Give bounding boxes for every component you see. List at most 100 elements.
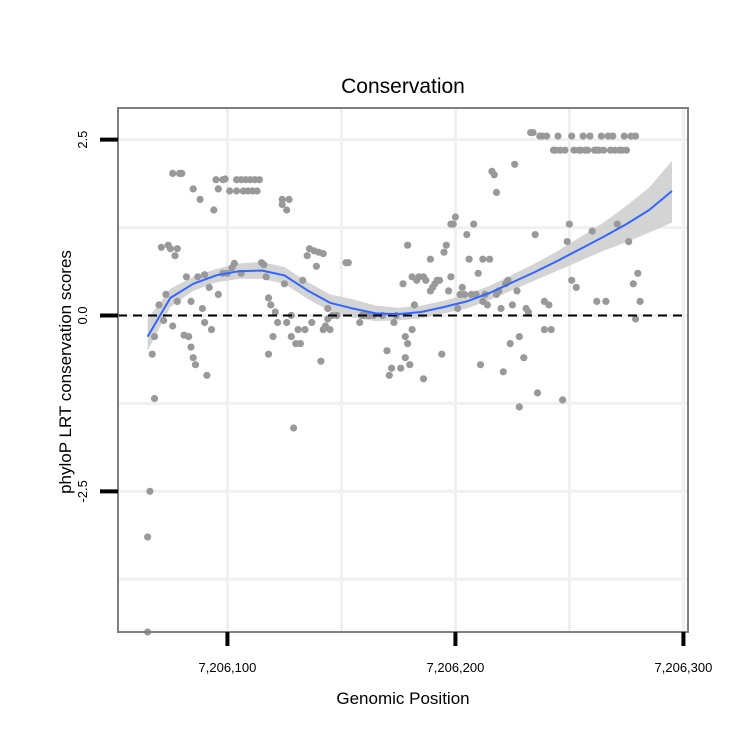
data-point: [260, 261, 268, 269]
data-point: [160, 316, 168, 324]
data-point: [547, 326, 555, 334]
data-point: [435, 276, 444, 284]
data-point: [283, 318, 291, 327]
data-point: [476, 361, 485, 369]
data-point: [189, 354, 197, 362]
data-point: [201, 318, 209, 327]
data-point: [613, 220, 621, 228]
data-point: [483, 301, 491, 309]
data-point: [399, 280, 407, 288]
data-point: [515, 333, 523, 341]
data-point: [383, 347, 391, 355]
data-point: [568, 276, 576, 284]
data-point: [593, 297, 601, 305]
data-point: [173, 297, 181, 305]
data-point: [632, 132, 640, 140]
data-point: [253, 187, 261, 195]
data-point: [511, 160, 519, 168]
data-point: [531, 231, 539, 239]
data-point: [185, 333, 193, 341]
data-point: [267, 301, 275, 309]
data-point: [182, 273, 190, 281]
data-point: [278, 195, 286, 203]
x-tick-label: 7,206,300: [655, 660, 713, 675]
data-point: [470, 220, 478, 228]
data-point: [299, 276, 307, 284]
x-axis-label: Genomic Position: [336, 689, 469, 708]
data-point: [294, 326, 302, 334]
data-point: [543, 132, 551, 140]
y-tick-label: -2.5: [75, 480, 90, 502]
data-point: [212, 176, 220, 184]
data-point: [283, 206, 291, 214]
x-tick-label: 7,206,100: [199, 660, 257, 675]
data-point: [144, 533, 152, 541]
data-point: [636, 297, 644, 305]
data-point: [622, 146, 631, 154]
data-point: [629, 280, 637, 288]
data-point: [632, 315, 640, 323]
data-point: [210, 206, 218, 214]
data-point: [563, 238, 571, 246]
data-point: [445, 287, 453, 295]
data-point: [155, 301, 163, 309]
y-axis-label: phyloP LRT conservation scores: [56, 250, 75, 494]
points-layer: [144, 129, 644, 636]
data-point: [214, 185, 222, 193]
data-point: [497, 304, 505, 313]
data-point: [634, 269, 642, 277]
data-point: [191, 361, 200, 369]
data-point: [524, 308, 533, 316]
data-point: [356, 318, 364, 327]
data-point: [401, 354, 409, 362]
data-point: [326, 326, 334, 334]
data-point: [545, 301, 553, 309]
smooth-line-layer: [146, 190, 673, 338]
data-point: [171, 252, 179, 260]
data-point: [194, 273, 202, 281]
data-point: [173, 245, 181, 253]
data-point: [255, 176, 263, 184]
data-point: [285, 195, 293, 203]
data-point: [513, 287, 521, 295]
data-point: [196, 195, 204, 203]
data-point: [406, 361, 414, 369]
data-point: [404, 340, 412, 348]
data-point: [508, 301, 516, 309]
data-point: [290, 424, 298, 432]
data-point: [515, 403, 523, 411]
data-point: [287, 333, 295, 341]
data-point: [520, 354, 528, 362]
data-point: [221, 175, 229, 183]
data-point: [148, 350, 156, 358]
data-point: [264, 350, 273, 358]
data-point: [597, 132, 606, 140]
ticks-layer: 7,206,100 7,206,200 7,206,300 -2.5 0.0 2.5: [75, 131, 712, 675]
data-point: [451, 213, 459, 221]
data-point: [602, 297, 610, 305]
data-point: [157, 243, 165, 251]
data-point: [169, 322, 177, 330]
data-point: [274, 318, 282, 327]
data-point: [317, 357, 325, 365]
data-point: [401, 333, 409, 341]
data-point: [324, 304, 332, 313]
data-point: [410, 301, 418, 309]
data-point: [609, 132, 617, 140]
data-point: [150, 394, 159, 403]
data-point: [146, 487, 154, 495]
data-point: [600, 146, 608, 154]
data-point: [625, 238, 633, 246]
data-point: [486, 255, 494, 263]
data-point: [207, 326, 216, 334]
data-point: [388, 364, 396, 372]
data-point: [579, 132, 587, 140]
data-point: [404, 241, 412, 249]
data-point: [301, 326, 309, 334]
data-point: [303, 252, 311, 260]
data-point: [540, 326, 549, 334]
data-point: [506, 340, 514, 348]
data-point: [230, 259, 238, 267]
data-point: [586, 132, 594, 140]
